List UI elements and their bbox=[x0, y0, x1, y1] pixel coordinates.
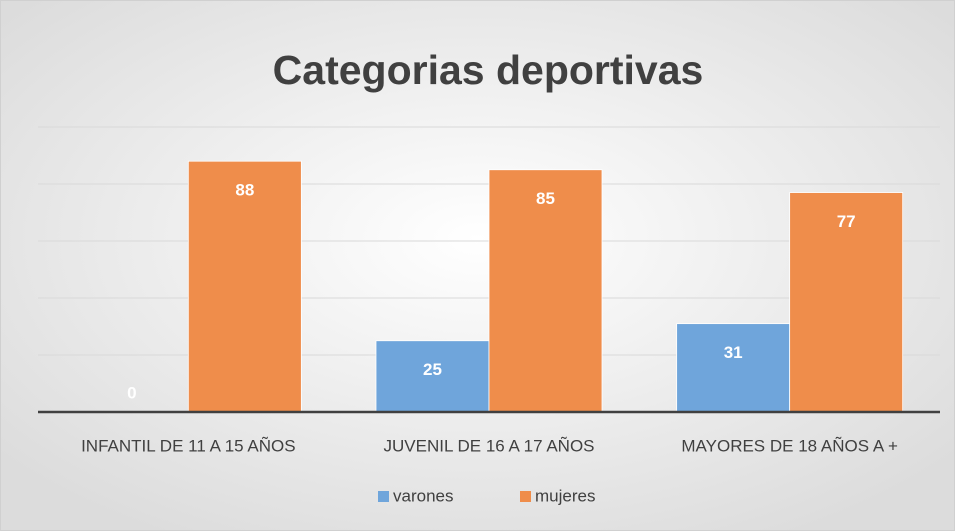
data-label: 85 bbox=[536, 189, 555, 208]
legend-swatch bbox=[520, 491, 531, 502]
data-label: 88 bbox=[235, 181, 254, 200]
legend-label: varones bbox=[393, 486, 453, 505]
bar bbox=[488, 169, 603, 413]
data-label: 77 bbox=[837, 212, 856, 231]
x-tick-label: INFANTIL DE 11 A 15 AÑOS bbox=[81, 436, 295, 455]
bar bbox=[187, 160, 302, 413]
legend-label: mujeres bbox=[535, 486, 595, 505]
data-label: 0 bbox=[127, 383, 136, 402]
data-label: 25 bbox=[423, 360, 442, 379]
legend-swatch bbox=[378, 491, 389, 502]
x-tick-label: JUVENIL DE 16 A 17 AÑOS bbox=[383, 436, 594, 455]
bar bbox=[676, 323, 791, 413]
bar bbox=[789, 192, 904, 413]
chart-title: Categorias deportivas bbox=[273, 47, 704, 93]
bar bbox=[375, 340, 490, 413]
x-tick-label: MAYORES DE 18 AÑOS A + bbox=[681, 436, 898, 455]
data-label: 31 bbox=[724, 343, 743, 362]
